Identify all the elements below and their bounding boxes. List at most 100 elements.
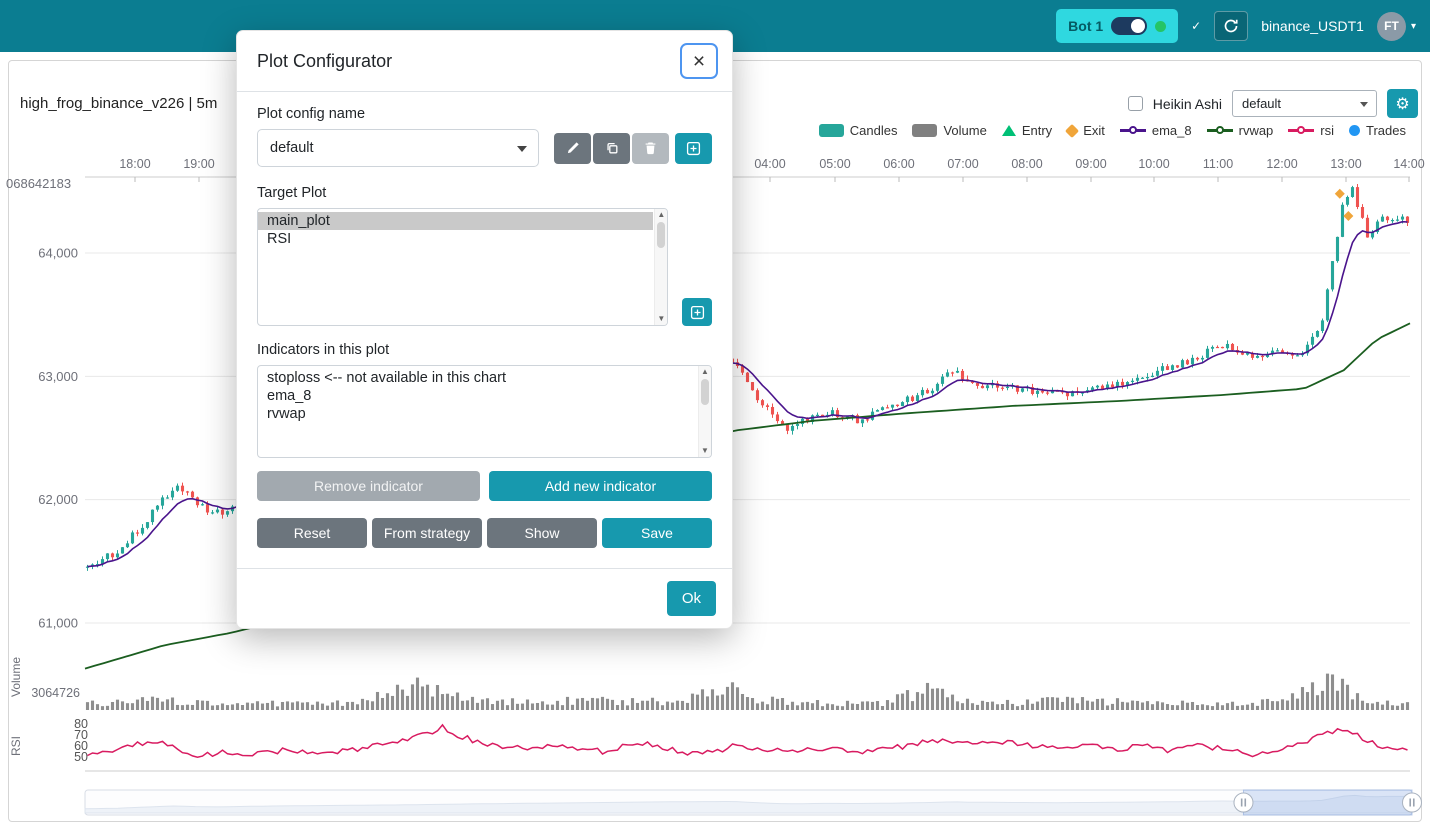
heikin-ashi-checkbox[interactable] (1127, 96, 1143, 111)
legend-item-candles[interactable]: Candles (818, 123, 897, 138)
ok-button[interactable]: Ok (666, 581, 716, 616)
svg-text:RSI: RSI (9, 736, 23, 756)
bot-selector[interactable]: Bot 1 (1056, 9, 1179, 43)
svg-text:61,000: 61,000 (38, 616, 78, 631)
bot-toggle[interactable] (1111, 17, 1148, 35)
add-plot-button[interactable] (682, 298, 712, 326)
volume-swatch-icon (912, 124, 938, 137)
plus-square-icon (690, 305, 704, 319)
rsi-swatch-icon (1288, 126, 1315, 135)
svg-text:07:00: 07:00 (947, 157, 978, 171)
chart-toolbar: Heikin Ashi default ⚙ (1127, 89, 1418, 118)
legend-label: Volume (943, 123, 987, 138)
legend-item-entry[interactable]: Entry (1001, 123, 1053, 138)
svg-text:Volume: Volume (9, 657, 23, 697)
svg-text:10:00: 10:00 (1138, 157, 1169, 171)
svg-text:05:00: 05:00 (819, 157, 850, 171)
avatar: FT (1376, 11, 1406, 41)
legend-item-volume[interactable]: Volume (912, 123, 987, 138)
modal-body: Plot config name default Target Plot ▲ (237, 92, 732, 568)
legend-label: rvwap (1238, 123, 1274, 138)
svg-text:18:00: 18:00 (119, 157, 150, 171)
target-plot-row: ▲ ▼ main_plot RSI (257, 208, 712, 326)
svg-text:08:00: 08:00 (1011, 157, 1042, 171)
modal-title: Plot Configurator (257, 50, 393, 71)
rvwap-swatch-icon (1206, 126, 1233, 135)
config-name-select[interactable]: default (257, 129, 539, 167)
legend-item-trades[interactable]: Trades (1349, 123, 1406, 138)
close-icon: × (692, 49, 706, 73)
config-name-label: Plot config name (257, 106, 366, 122)
plus-square-icon (686, 141, 701, 155)
remove-indicator-button[interactable]: Remove indicator (257, 471, 480, 501)
plot-settings-button[interactable]: ⚙ (1387, 89, 1418, 118)
svg-text:11:00: 11:00 (1203, 157, 1233, 171)
svg-text:06:00: 06:00 (883, 157, 914, 171)
indicators-list-scrollbar[interactable]: ▲ ▼ (698, 366, 711, 457)
chart-legend: Candles Volume Entry Exit ema_8 rvwap rsi Trade… (818, 123, 1406, 138)
pencil-icon (567, 142, 579, 154)
delete-config-button[interactable] (632, 132, 669, 164)
target-plot-list[interactable]: ▲ ▼ main_plot RSI (257, 208, 669, 326)
from-strategy-button[interactable]: From strategy (372, 518, 482, 548)
config-name-value: default (270, 140, 314, 156)
target-list-scrollbar[interactable]: ▲ ▼ (654, 209, 668, 325)
scroll-up-icon[interactable]: ▲ (701, 367, 709, 376)
list-item[interactable]: RSI (267, 231, 292, 247)
svg-text:80: 80 (74, 717, 88, 731)
svg-text:63,000: 63,000 (38, 369, 78, 384)
toggle-knob (1131, 19, 1146, 33)
svg-text:09:00: 09:00 (1075, 157, 1106, 171)
svg-text:3064726: 3064726 (31, 686, 80, 700)
list-item[interactable]: rvwap (267, 406, 306, 422)
legend-label: ema_8 (1151, 123, 1192, 138)
chart-title: high_frog_binance_v226 | 5m (20, 95, 218, 112)
scrollbar-thumb[interactable] (700, 379, 709, 405)
svg-text:04:00: 04:00 (754, 157, 785, 171)
list-item[interactable]: stoploss <-- not available in this chart (267, 370, 506, 386)
gear-icon: ⚙ (1395, 95, 1410, 113)
svg-text:19:00: 19:00 (183, 157, 214, 171)
trash-icon (645, 142, 656, 155)
refresh-button[interactable] (1214, 11, 1249, 41)
exit-swatch-icon (1065, 123, 1080, 138)
indicators-list[interactable]: ▲ ▼ stoploss <-- not available in this c… (257, 365, 712, 458)
modal-footer: Ok (237, 568, 732, 628)
indicator-buttons-row: Remove indicator Add new indicator (257, 471, 712, 501)
rename-config-button[interactable] (554, 132, 591, 164)
scroll-down-icon[interactable]: ▼ (701, 446, 709, 455)
duplicate-config-button[interactable] (593, 132, 630, 164)
list-item[interactable]: ema_8 (267, 388, 312, 404)
svg-text:62,000: 62,000 (38, 492, 78, 507)
close-button[interactable]: × (680, 43, 718, 79)
candles-swatch-icon (818, 124, 844, 137)
target-plot-label: Target Plot (257, 185, 327, 201)
scrollbar-thumb[interactable] (656, 222, 665, 248)
svg-text:068642183: 068642183 (6, 176, 71, 191)
legend-item-ema_8[interactable]: ema_8 (1119, 123, 1192, 138)
legend-label: rsi (1320, 123, 1335, 138)
legend-label: Entry (1021, 123, 1053, 138)
save-button[interactable]: Save (602, 518, 712, 548)
legend-item-rsi[interactable]: rsi (1288, 123, 1334, 138)
bot-online-dot (1155, 20, 1167, 32)
reset-button[interactable]: Reset (257, 518, 367, 548)
svg-text:60: 60 (74, 739, 88, 753)
trades-swatch-icon (1349, 125, 1361, 136)
add-indicator-button[interactable]: Add new indicator (489, 471, 712, 501)
show-button[interactable]: Show (487, 518, 597, 548)
config-name-row: default (257, 129, 712, 167)
list-item[interactable]: main_plot (258, 212, 654, 230)
user-menu[interactable]: FT ▾ (1376, 11, 1416, 41)
add-config-button[interactable] (675, 132, 712, 164)
svg-text:64,000: 64,000 (38, 246, 78, 261)
entry-swatch-icon (1001, 125, 1016, 136)
legend-item-rvwap[interactable]: rvwap (1206, 123, 1274, 138)
legend-label: Exit (1083, 123, 1105, 138)
plot-config-select[interactable]: default (1232, 90, 1377, 117)
legend-item-exit[interactable]: Exit (1065, 123, 1105, 138)
ema_8-swatch-icon (1119, 126, 1146, 135)
svg-text:13:00: 13:00 (1330, 157, 1361, 171)
scroll-down-icon[interactable]: ▼ (657, 314, 666, 323)
scroll-up-icon[interactable]: ▲ (657, 210, 666, 219)
